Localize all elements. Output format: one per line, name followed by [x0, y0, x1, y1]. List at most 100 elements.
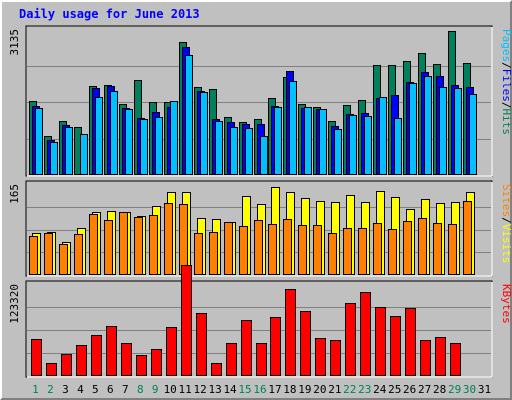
legend-entry: Files — [500, 69, 512, 102]
x-tick-label-29: 29 — [448, 383, 461, 396]
bar-sites-22 — [343, 228, 352, 275]
bar-pages-10 — [170, 101, 178, 175]
bar-sites-28 — [433, 223, 442, 275]
x-tick-label-24: 24 — [373, 383, 387, 396]
chart-title: Daily usage for June 2013 — [19, 7, 200, 21]
legend-entry: / — [500, 102, 512, 109]
legend-entry: Hits — [500, 109, 512, 136]
bar-sites-16 — [254, 220, 263, 275]
x-tick-label-25: 25 — [388, 383, 401, 396]
bar-pages-3 — [65, 127, 73, 175]
bar-kbytes-2 — [46, 363, 57, 376]
bar-kbytes-14 — [226, 343, 237, 376]
bar-sites-15 — [239, 226, 248, 275]
x-tick-label-23: 23 — [358, 383, 371, 396]
ymax-label: 123320 — [8, 284, 21, 324]
bar-kbytes-17 — [270, 317, 281, 376]
x-tick-label-20: 20 — [313, 383, 326, 396]
bar-pages-18 — [289, 81, 297, 175]
bar-kbytes-9 — [151, 349, 162, 376]
bar-sites-3 — [59, 244, 68, 275]
x-tick-label-12: 12 — [194, 383, 207, 396]
x-tick-label-15: 15 — [238, 383, 251, 396]
bar-kbytes-21 — [330, 340, 341, 376]
bar-kbytes-8 — [136, 355, 147, 376]
bar-pages-24 — [379, 97, 387, 175]
bar-pages-26 — [409, 83, 417, 175]
bar-kbytes-6 — [106, 326, 117, 376]
bar-pages-4 — [80, 134, 88, 175]
x-tick-label-10: 10 — [164, 383, 177, 396]
bar-pages-12 — [200, 92, 208, 175]
bar-sites-25 — [388, 229, 397, 275]
bar-kbytes-7 — [121, 343, 132, 376]
legend-label: Pages/Files/Hits — [500, 29, 512, 135]
bar-kbytes-27 — [420, 340, 431, 376]
bar-kbytes-11 — [181, 265, 192, 376]
bar-kbytes-4 — [76, 345, 87, 376]
bar-kbytes-22 — [345, 303, 356, 376]
ymax-label: 165 — [8, 184, 21, 204]
x-tick-label-21: 21 — [328, 383, 341, 396]
x-tick-label-3: 3 — [62, 383, 69, 396]
legend-entry: Visits — [500, 224, 512, 264]
bar-sites-18 — [283, 219, 292, 275]
legend-label: KBytes — [500, 284, 512, 324]
bar-kbytes-12 — [196, 313, 207, 376]
bar-pages-16 — [260, 136, 268, 175]
legend-label: Sites/Visits — [500, 184, 512, 264]
bar-sites-20 — [313, 225, 322, 275]
x-tick-label-31: 31 — [478, 383, 491, 396]
bar-pages-15 — [245, 128, 253, 175]
legend-entry: / — [500, 217, 512, 224]
bar-pages-27 — [424, 76, 432, 175]
bar-pages-11 — [185, 55, 193, 175]
x-tick-label-6: 6 — [107, 383, 114, 396]
bar-pages-20 — [319, 109, 327, 175]
bar-kbytes-24 — [375, 307, 386, 376]
bar-kbytes-10 — [166, 327, 177, 376]
bar-sites-21 — [328, 233, 337, 275]
bar-kbytes-18 — [285, 289, 296, 376]
bar-sites-11 — [179, 204, 188, 275]
bar-kbytes-15 — [241, 320, 252, 376]
bar-pages-14 — [230, 127, 238, 175]
x-tick-label-11: 11 — [179, 383, 192, 396]
bar-kbytes-1 — [31, 339, 42, 376]
x-tick-label-22: 22 — [343, 383, 356, 396]
x-tick-label-27: 27 — [418, 383, 431, 396]
bar-sites-29 — [448, 224, 457, 275]
x-tick-label-18: 18 — [283, 383, 296, 396]
bar-sites-13 — [209, 232, 218, 275]
bar-pages-9 — [155, 117, 163, 175]
bar-sites-23 — [358, 228, 367, 275]
bar-kbytes-20 — [315, 338, 326, 376]
bar-pages-1 — [35, 108, 43, 175]
x-tick-label-28: 28 — [433, 383, 446, 396]
bar-pages-7 — [125, 109, 133, 175]
bar-sites-7 — [119, 212, 128, 275]
bar-pages-25 — [394, 118, 402, 175]
x-tick-label-17: 17 — [268, 383, 281, 396]
bar-kbytes-23 — [360, 292, 371, 376]
legend-entry: KBytes — [500, 284, 512, 324]
x-tick-label-13: 13 — [208, 383, 221, 396]
x-tick-label-19: 19 — [298, 383, 311, 396]
bar-kbytes-25 — [390, 316, 401, 376]
bar-pages-17 — [274, 107, 282, 175]
bar-sites-4 — [74, 234, 83, 275]
bar-sites-24 — [373, 223, 382, 275]
bar-kbytes-3 — [61, 354, 72, 376]
bar-kbytes-5 — [91, 335, 102, 376]
x-tick-label-7: 7 — [122, 383, 129, 396]
bar-pages-23 — [364, 116, 372, 175]
ymax-label: 3135 — [8, 29, 21, 56]
bar-pages-21 — [334, 129, 342, 175]
x-tick-label-14: 14 — [223, 383, 237, 396]
bar-kbytes-16 — [256, 343, 267, 376]
x-tick-label-2: 2 — [47, 383, 54, 396]
bar-sites-9 — [149, 215, 158, 275]
x-tick-label-30: 30 — [463, 383, 476, 396]
